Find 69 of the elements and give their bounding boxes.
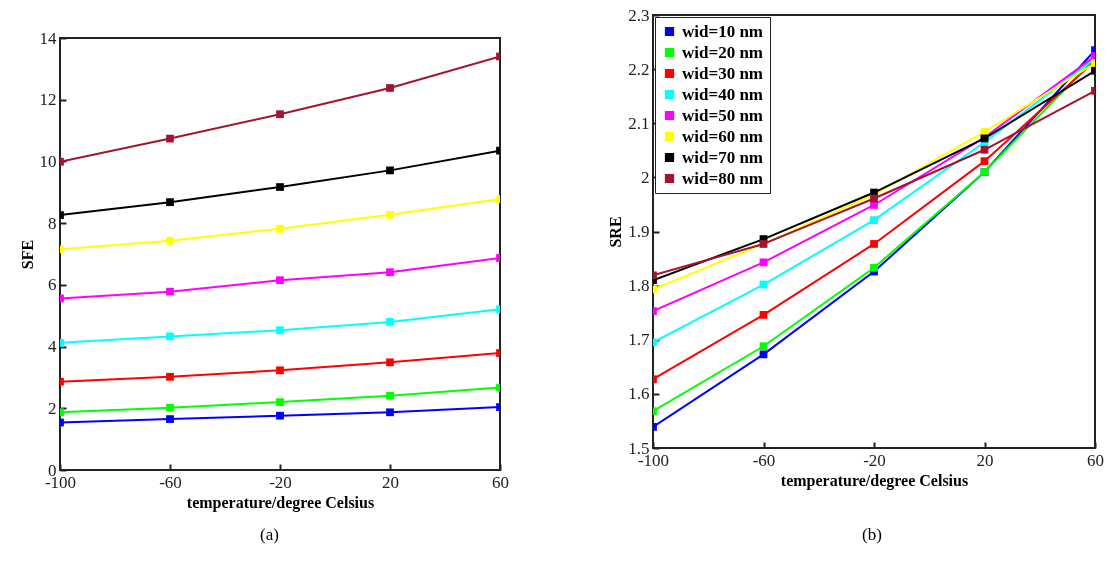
legend-label: wid=50 nm (682, 105, 764, 125)
point (166, 236, 174, 245)
legend-label: wid=80 nm (682, 168, 764, 188)
point (870, 216, 878, 225)
x-axis-title: temperature/degree Celsius (186, 493, 375, 512)
point (166, 134, 174, 143)
y-tick-label: 1.7 (628, 330, 650, 350)
point (276, 224, 284, 233)
legend-label: wid=60 nm (682, 126, 764, 146)
y-tick-label: 14 (39, 28, 57, 48)
point (386, 268, 394, 277)
point (166, 198, 174, 207)
point (870, 194, 878, 203)
x-tick-label: -20 (269, 472, 292, 492)
point (386, 84, 394, 92)
point (276, 366, 284, 375)
point (386, 391, 394, 400)
point (276, 110, 284, 119)
point (980, 157, 989, 166)
point (166, 415, 174, 423)
y-tick-label: 6 (48, 275, 57, 295)
y-tick-label: 2.3 (628, 5, 650, 25)
point (980, 145, 989, 154)
point (166, 403, 174, 412)
point (166, 372, 174, 381)
text: (a) (260, 525, 279, 545)
x-tick-label: -20 (863, 450, 886, 470)
y-tick-label: 2.2 (628, 59, 650, 79)
point (276, 398, 284, 406)
x-axis-title: temperature/degree Celsius (780, 471, 969, 490)
y-tick-label: 4 (48, 337, 57, 357)
legend-label: wid=30 nm (682, 63, 764, 83)
y-tick-label: 8 (48, 213, 57, 233)
x-tick-label: 20 (976, 450, 994, 470)
y-tick-label: 12 (39, 90, 57, 110)
y-tick-label: 10 (39, 151, 57, 171)
x-tick-label: 20 (382, 472, 399, 492)
point (276, 411, 284, 420)
point (386, 210, 394, 219)
legend-label: wid=40 nm (682, 84, 764, 104)
text: (b) (862, 525, 882, 545)
x-tick-label: 60 (1087, 450, 1104, 470)
x-tick-label: -60 (752, 450, 776, 470)
y-tick-label: 2 (641, 167, 650, 187)
y-tick-label: 1.9 (628, 222, 650, 241)
point (870, 263, 878, 272)
point (759, 342, 768, 351)
y-axis-title: SRE (607, 216, 625, 248)
y-tick-label: 1.6 (628, 384, 650, 404)
point (386, 408, 394, 417)
point (386, 358, 394, 367)
point (276, 276, 284, 285)
point (166, 287, 174, 296)
legend-label: wid=10 nm (682, 21, 764, 41)
x-tick-label: -60 (159, 472, 182, 492)
point (276, 183, 284, 191)
y-axis-title: SFE (18, 239, 36, 270)
y-tick-label: 1.8 (628, 276, 650, 296)
point (870, 240, 878, 248)
point (386, 318, 394, 326)
point (276, 326, 284, 335)
legend-label: wid=20 nm (682, 42, 764, 62)
y-tick-label: 2.1 (628, 113, 650, 133)
point (759, 310, 768, 319)
legend-label: wid=70 nm (682, 147, 764, 167)
point (386, 166, 394, 175)
point (166, 332, 174, 341)
y-tick-label: 2 (48, 398, 57, 418)
x-tick-label: 60 (492, 472, 509, 492)
